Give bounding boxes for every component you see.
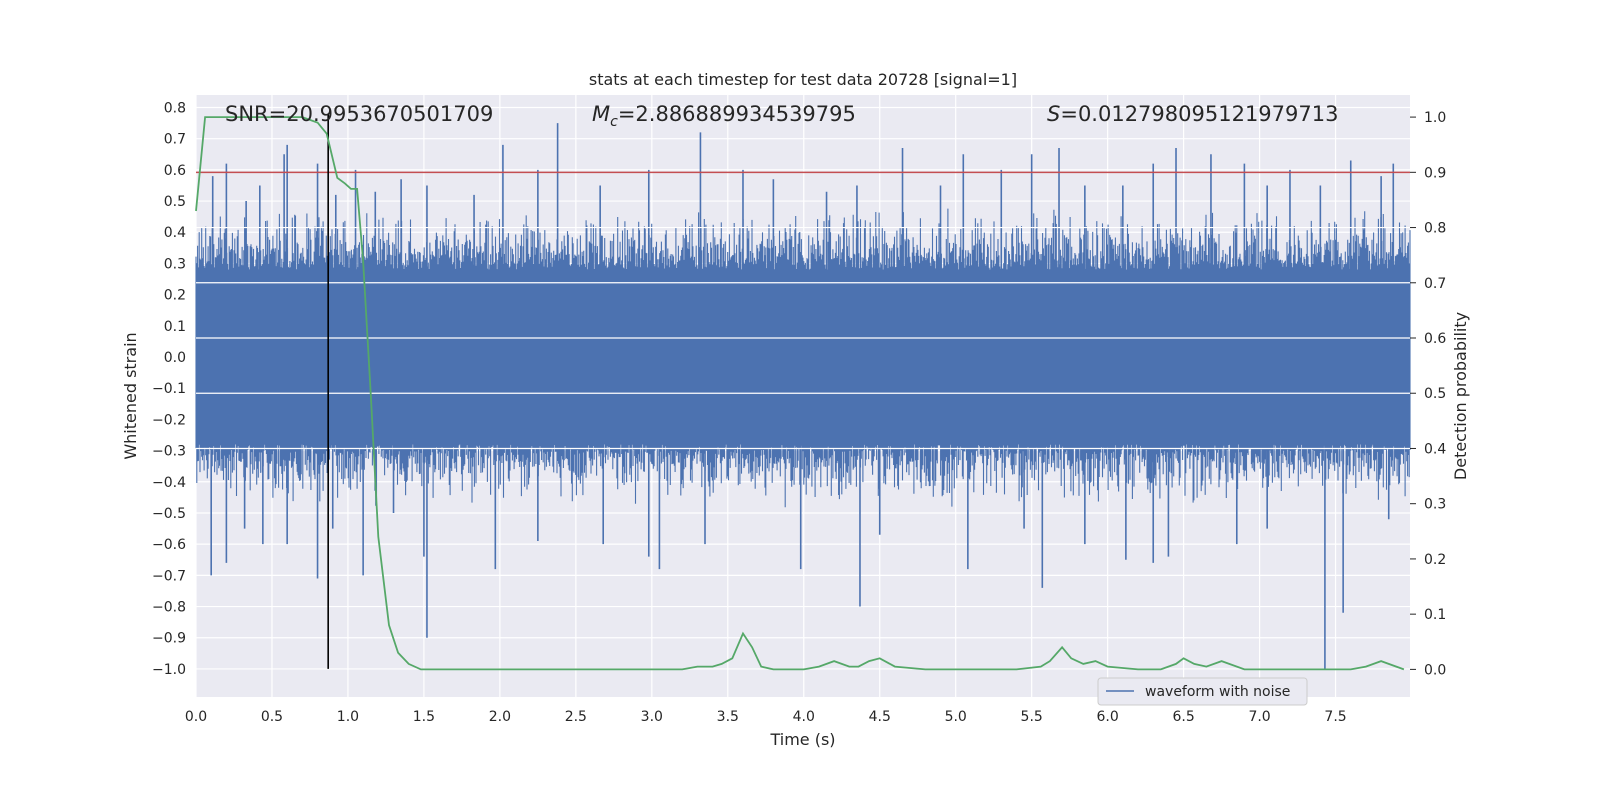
waveform-core-band	[196, 269, 1410, 445]
y-tick-label: −0.7	[152, 568, 186, 584]
snr-annotation: SNR=20.9953670501709	[225, 102, 493, 126]
y-tick-label: 0.4	[164, 225, 186, 241]
chirp-mass-value: =2.886889934539795	[618, 102, 856, 126]
y-tick-label: 0.7	[164, 132, 186, 148]
right-tick-label: 0.8	[1424, 221, 1446, 237]
right-tick-label: 0.9	[1424, 165, 1446, 181]
x-tick-label: 7.0	[1248, 709, 1270, 725]
y-tick-label: 0.8	[164, 100, 186, 116]
y-tick-label: −0.8	[152, 600, 186, 616]
chirp-mass-subscript: c	[610, 114, 618, 130]
legend-box	[1097, 677, 1308, 706]
right-tick-label: 0.2	[1424, 552, 1446, 568]
x-tick-label: 2.0	[489, 709, 511, 725]
x-tick-label: 2.5	[565, 709, 587, 725]
y-tick-label: 0.6	[164, 163, 186, 179]
x-tick-label: 3.5	[717, 709, 739, 725]
chart-title: stats at each timestep for test data 207…	[589, 70, 1017, 89]
legend: waveform with noise	[1097, 677, 1308, 706]
x-tick-label: 5.5	[1021, 709, 1043, 725]
right-tick-label: 0.0	[1424, 662, 1446, 678]
overlays	[195, 113, 1410, 671]
x-tick-label: 4.0	[793, 709, 815, 725]
x-tick-label: 0.5	[261, 709, 283, 725]
right-tick-label: 0.6	[1424, 331, 1446, 347]
y-tick-label: −0.6	[152, 537, 186, 553]
y-tick-label: −0.2	[152, 412, 186, 428]
y-tick-label: −0.3	[152, 444, 186, 460]
x-tick-label: 3.0	[641, 709, 663, 725]
y-tick-label: −0.5	[152, 506, 186, 522]
x-tick-label: 7.5	[1324, 709, 1346, 725]
s-value: =0.012798095121979713	[1060, 102, 1338, 126]
y-tick-label: −0.9	[152, 631, 186, 647]
right-tick-label: 1.0	[1424, 110, 1446, 126]
y-tick-label: −1.0	[152, 662, 186, 678]
y-tick-label: −0.4	[152, 475, 186, 491]
s-annotation: S=0.012798095121979713	[1047, 102, 1338, 126]
y-axis-label-right: Detection probability	[1451, 312, 1470, 480]
y-tick-label: 0.1	[164, 319, 186, 335]
chirp-mass-annotation: Mc=2.886889934539795	[592, 102, 856, 130]
x-tick-label: 5.0	[945, 709, 967, 725]
x-axis-label: Time (s)	[769, 730, 835, 749]
right-tick-label: 0.4	[1424, 441, 1446, 457]
waveform-series	[195, 123, 1411, 669]
detection-probability-line	[195, 116, 1405, 671]
y-axis-label: Whitened strain	[121, 332, 140, 459]
chirp-mass-symbol: M	[592, 102, 610, 126]
right-tick-label: 0.5	[1424, 386, 1446, 402]
y-tick-label: 0.0	[164, 350, 186, 366]
x-tick-label: 1.0	[337, 709, 359, 725]
x-tick-label: 4.5	[869, 709, 891, 725]
x-tick-label: 6.0	[1097, 709, 1119, 725]
right-tick-label: 0.1	[1424, 607, 1446, 623]
x-tick-label: 1.5	[413, 709, 435, 725]
x-tick-label: 0.0	[185, 709, 207, 725]
legend-label-waveform: waveform with noise	[1145, 684, 1290, 700]
x-tick-label: 6.5	[1172, 709, 1194, 725]
y-tick-label: 0.3	[164, 256, 186, 272]
right-tick-label: 0.3	[1424, 497, 1446, 513]
y-tick-label: 0.5	[164, 194, 186, 210]
y-tick-label: 0.2	[164, 288, 186, 304]
right-tick-label: 0.7	[1424, 276, 1446, 292]
s-symbol: S	[1047, 102, 1060, 126]
tick-labels: 0.0 0.5 1.0 1.5 2.0 2.5 3.0 3.5 4.0 4.5 5.0 5.5 6.0 6…	[152, 100, 1446, 725]
y-tick-label: −0.1	[152, 381, 186, 397]
